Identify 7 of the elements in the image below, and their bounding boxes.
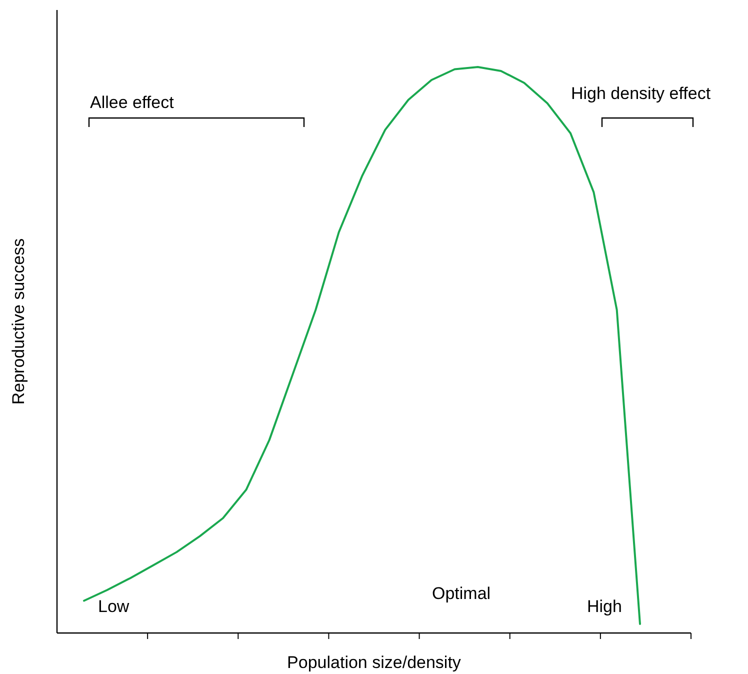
annotation: Allee effect <box>90 93 174 112</box>
annotation: Optimal <box>432 584 491 603</box>
annotation: High <box>587 597 622 616</box>
y-axis-title: Reproductive success <box>9 238 28 405</box>
x-axis-title: Population size/density <box>287 653 462 672</box>
annotation: High density effect <box>571 84 711 103</box>
annotation: Low <box>98 597 130 616</box>
